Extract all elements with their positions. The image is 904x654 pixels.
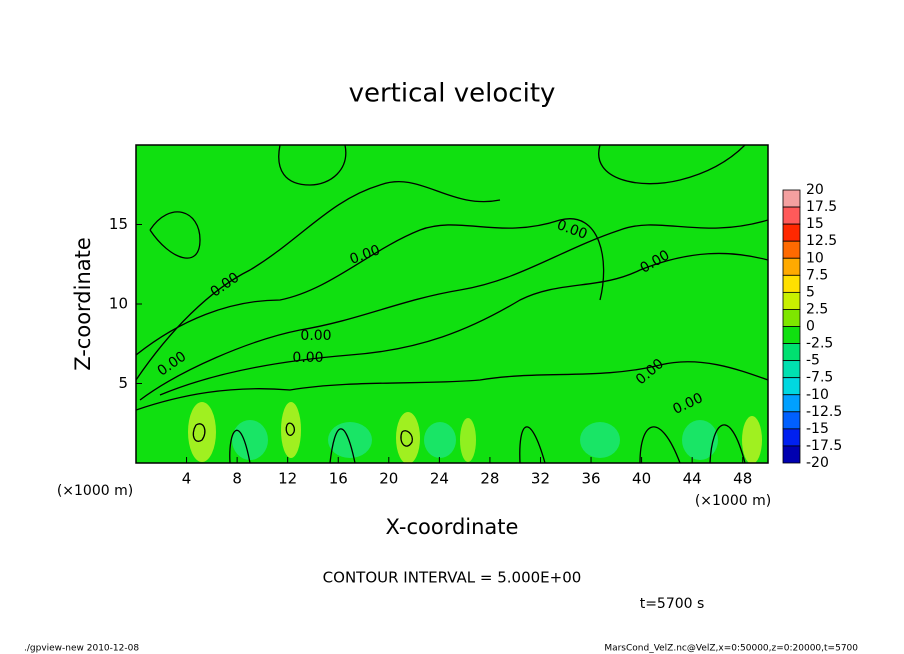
colorbar-label: -7.5 — [806, 370, 833, 386]
contour-line — [598, 145, 746, 185]
colorbar-label: -17.5 — [806, 438, 842, 454]
colorbar-box — [782, 206, 801, 225]
x-tick-label: 36 — [581, 470, 600, 488]
colorbar-box — [782, 428, 801, 447]
y-tick-label: 10 — [109, 295, 128, 313]
colorbar-box — [782, 274, 801, 293]
colorbar-label: 15 — [806, 216, 824, 232]
colorbar-box — [782, 240, 801, 259]
x-tick-label: 44 — [683, 470, 702, 488]
x-tick-label: 40 — [632, 470, 651, 488]
colorbar-box — [782, 326, 801, 344]
colorbar-box — [782, 360, 801, 379]
colorbar-box — [782, 343, 801, 362]
field-blob — [188, 402, 216, 462]
footer-left: ./gpview-new 2010-12-08 — [24, 644, 139, 654]
x-tick-label: 32 — [531, 470, 550, 488]
contour-line — [136, 218, 605, 356]
x-axis-title: X-coordinate — [386, 515, 519, 539]
colorbar-label: -20 — [806, 455, 829, 471]
contour-line — [229, 424, 746, 463]
field-texture — [136, 145, 768, 463]
chart-title: vertical velocity — [349, 79, 556, 109]
y-axis-title: Z-coordinate — [71, 237, 95, 371]
x-tick-label: 16 — [329, 470, 348, 488]
contour-line — [149, 211, 201, 259]
colorbar-box — [782, 223, 801, 242]
field-blob — [682, 420, 718, 460]
colorbar-label: -5 — [806, 353, 820, 369]
field-blob — [281, 402, 301, 458]
contour-line — [278, 145, 347, 186]
field-blob — [460, 418, 476, 462]
field-blob — [328, 422, 372, 458]
colorbar-label: 10 — [806, 250, 824, 266]
colorbar-label: -2.5 — [806, 336, 833, 352]
colorbar-box — [782, 189, 801, 208]
colorbar-label: 0 — [806, 319, 815, 335]
contour-line — [139, 219, 768, 401]
time-label: t=5700 s — [640, 596, 705, 612]
x-tick-label: 12 — [278, 470, 297, 488]
x-tick-label: 24 — [430, 470, 449, 488]
x-tick-label: 4 — [182, 470, 192, 488]
x-tick-label: 8 — [232, 470, 242, 488]
x-unit-label: (×1000 m) — [57, 483, 133, 499]
contour-line — [136, 361, 768, 411]
field-blob — [424, 422, 456, 458]
colorbar-label: -10 — [806, 387, 829, 403]
colorbar-box — [782, 445, 801, 464]
colorbar-box — [782, 411, 801, 430]
y-tick-label: 5 — [118, 374, 128, 392]
contour-line — [192, 423, 206, 442]
colorbar-label: 12.5 — [806, 233, 837, 249]
x-tick-label: 48 — [733, 470, 752, 488]
x-unit-label: (×1000 m) — [695, 493, 771, 509]
colorbar-box — [782, 377, 801, 396]
contour-label: 0.00 — [300, 328, 331, 344]
field-blob — [580, 422, 620, 458]
colorbar-label: -12.5 — [806, 404, 842, 420]
x-tick-label: 20 — [379, 470, 398, 488]
contour-line — [136, 180, 501, 381]
field-blob — [232, 420, 268, 460]
contour-line — [400, 430, 413, 447]
colorbar-box — [782, 257, 801, 276]
colorbar-label: 2.5 — [806, 301, 828, 317]
colorbar-box — [782, 291, 801, 310]
footer-right: MarsCond_VelZ.nc@VelZ,x=0:50000,z=0:2000… — [604, 644, 858, 654]
colorbar-label: 7.5 — [806, 267, 828, 283]
contour-label: 0.00 — [292, 350, 323, 366]
colorbar-box — [782, 309, 801, 327]
colorbar-box — [782, 394, 801, 413]
colorbar-label: -15 — [806, 421, 829, 437]
plot-area — [136, 145, 768, 463]
colorbar-label: 5 — [806, 284, 815, 300]
contour-line — [159, 252, 768, 396]
field-blob — [742, 416, 762, 463]
field-blob — [396, 412, 420, 463]
y-tick-label: 15 — [109, 215, 128, 233]
colorbar-label: 17.5 — [806, 199, 837, 215]
x-tick-label: 28 — [480, 470, 499, 488]
colorbar-label: 20 — [806, 182, 824, 198]
contour-interval: CONTOUR INTERVAL = 5.000E+00 — [323, 569, 582, 587]
contour-line — [285, 422, 296, 436]
